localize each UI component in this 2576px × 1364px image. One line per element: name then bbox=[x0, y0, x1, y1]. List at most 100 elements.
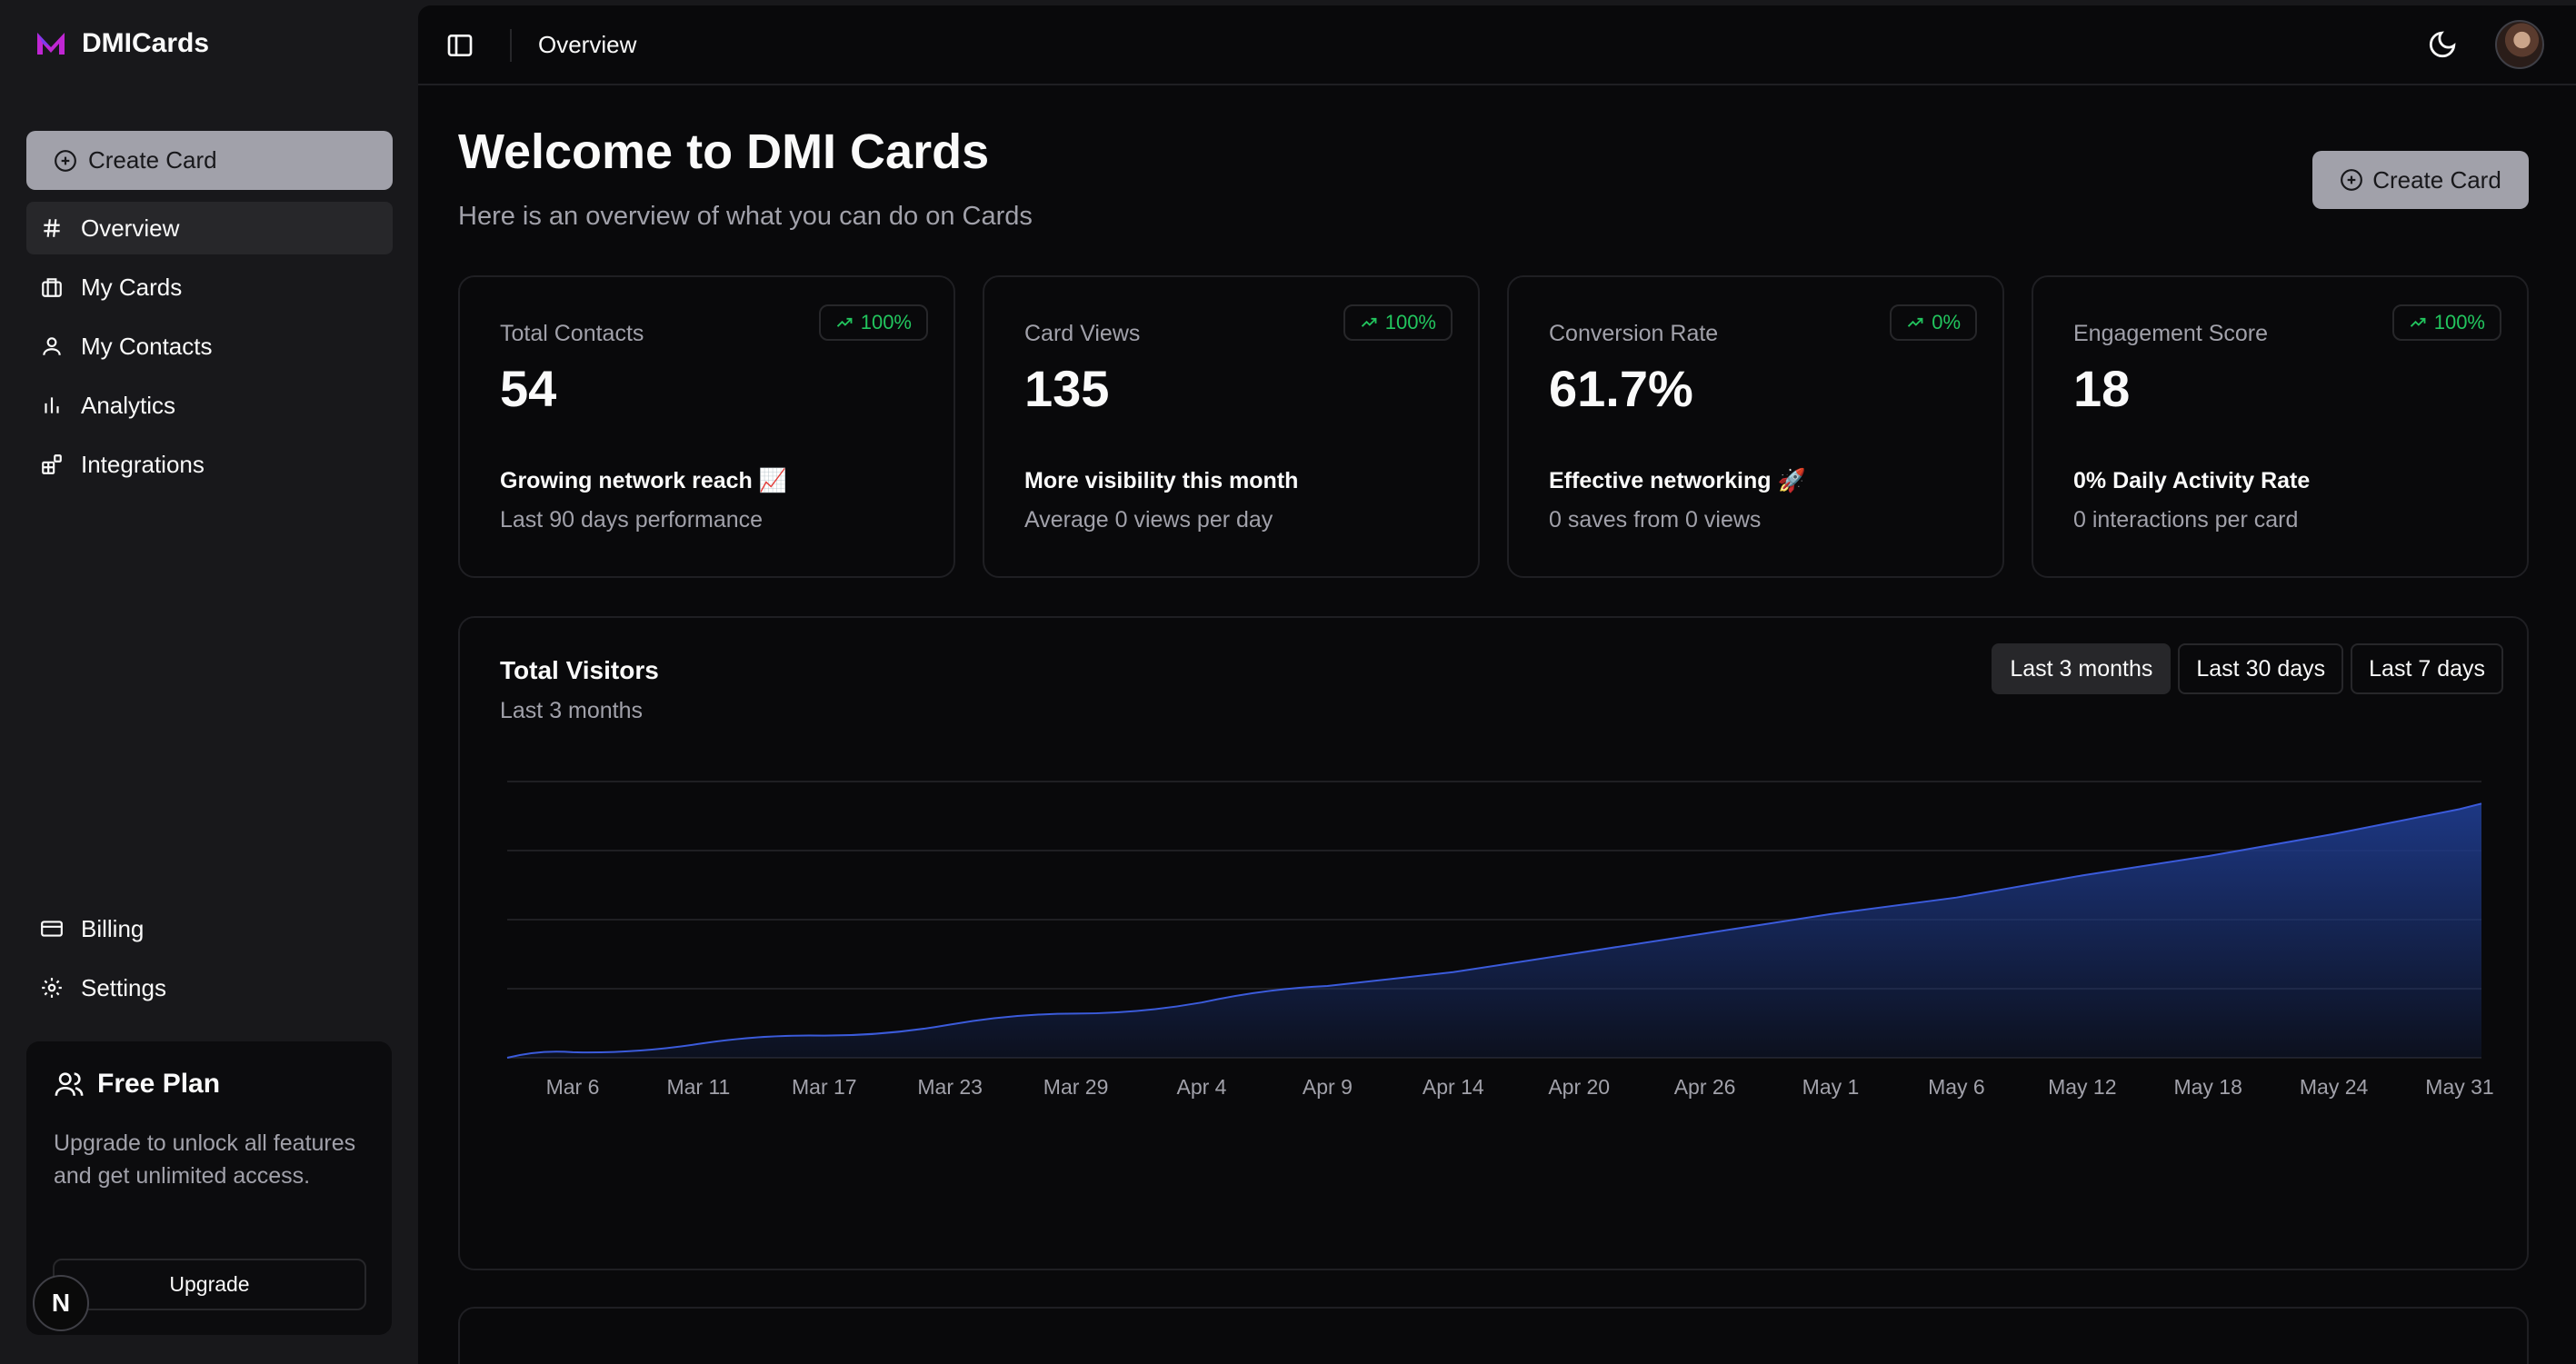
range-last-30-days[interactable]: Last 30 days bbox=[2178, 643, 2344, 694]
x-tick-label: May 12 bbox=[2048, 1075, 2116, 1099]
sidebar-toggle-icon[interactable] bbox=[445, 31, 474, 60]
nextjs-badge[interactable]: N bbox=[33, 1275, 89, 1331]
breadcrumb: Overview bbox=[538, 31, 637, 58]
stat-value: 54 bbox=[500, 360, 557, 417]
plan-card: Free Plan Upgrade to unlock all features… bbox=[26, 1041, 392, 1335]
plus-circle-icon bbox=[55, 149, 76, 172]
x-tick-label: Mar 17 bbox=[792, 1075, 857, 1099]
x-tick-label: Apr 4 bbox=[1177, 1075, 1227, 1099]
x-tick-label: Apr 20 bbox=[1548, 1075, 1610, 1099]
sidebar-item-label: Billing bbox=[81, 914, 145, 942]
trend-value: 0% bbox=[1932, 311, 1961, 334]
sidebar-item-label: Settings bbox=[81, 973, 166, 1001]
moon-icon[interactable] bbox=[2427, 29, 2458, 60]
sidebar-item-analytics[interactable]: Analytics bbox=[26, 379, 393, 432]
trend-badge: 100% bbox=[1343, 304, 1453, 341]
chart-title: Total Visitors bbox=[500, 656, 659, 684]
sidebar-item-label: My Contacts bbox=[81, 332, 213, 360]
sidebar-item-integrations[interactable]: Integrations bbox=[26, 438, 393, 491]
range-selector: Last 3 months Last 30 days Last 7 days bbox=[1992, 643, 2503, 694]
next-section-card bbox=[458, 1307, 2529, 1364]
stats-cards: Total Contacts 100% 54 Growing network r… bbox=[458, 275, 2529, 578]
sidebar-item-label: Overview bbox=[81, 214, 180, 242]
range-last-3-months[interactable]: Last 3 months bbox=[1992, 643, 2172, 694]
stat-label: Conversion Rate bbox=[1549, 321, 1719, 346]
x-tick-label: Mar 11 bbox=[666, 1075, 730, 1099]
trending-up-icon bbox=[836, 317, 853, 327]
stat-headline: Effective networking 🚀 bbox=[1549, 468, 1806, 493]
plan-header: Free Plan bbox=[54, 1069, 364, 1100]
users-icon bbox=[55, 1072, 84, 1096]
hash-icon bbox=[39, 215, 65, 241]
main-content: Overview Welcome to DMI Cards Here is an… bbox=[418, 5, 2576, 1364]
sidebar-item-label: My Cards bbox=[81, 273, 183, 301]
stat-label: Total Contacts bbox=[500, 321, 644, 346]
chart-line bbox=[506, 802, 2482, 1059]
credit-card-icon bbox=[39, 916, 65, 941]
stat-card-card-views: Card Views 100% 135 More visibility this… bbox=[983, 275, 1480, 578]
x-tick-label: Apr 9 bbox=[1303, 1075, 1353, 1099]
sidebar-item-overview[interactable]: Overview bbox=[26, 202, 393, 254]
stat-headline: More visibility this month bbox=[1024, 468, 1299, 493]
stat-card-conversion-rate: Conversion Rate 0% 61.7% Effective netwo… bbox=[1507, 275, 2004, 578]
x-tick-label: Mar 29 bbox=[1043, 1075, 1109, 1099]
trending-up-icon bbox=[2410, 317, 2426, 327]
stat-caption: Last 90 days performance bbox=[500, 507, 764, 533]
stat-label: Engagement Score bbox=[2073, 321, 2269, 346]
sidebar-secondary-nav: Billing Settings bbox=[26, 902, 393, 1021]
chart-subtitle: Last 3 months bbox=[500, 698, 644, 723]
create-card-button-main[interactable]: Create Card bbox=[2312, 151, 2529, 209]
logo-icon bbox=[37, 33, 65, 55]
trend-value: 100% bbox=[1384, 311, 1436, 334]
visitors-chart: Mar 6 Mar 11 Mar 17 Mar 23 Mar 29 Apr 4 Apr 9 A… bbox=[506, 781, 2494, 1099]
sidebar: DMICards Create Card Overview My Cards M… bbox=[0, 0, 418, 1364]
visitors-chart-card: Mar 6 Mar 11 Mar 17 Mar 23 Mar 29 Apr 4 Apr 9 A… bbox=[458, 616, 2529, 1270]
x-tick-label: May 1 bbox=[1802, 1075, 1860, 1099]
trending-up-icon bbox=[1361, 317, 1377, 327]
page-title: Welcome to DMI Cards bbox=[458, 124, 990, 179]
trend-badge: 100% bbox=[2391, 304, 2501, 341]
brand-name: DMICards bbox=[82, 28, 210, 58]
plan-title: Free Plan bbox=[97, 1069, 221, 1099]
trend-badge: 0% bbox=[1890, 304, 1977, 341]
trend-badge: 100% bbox=[818, 304, 928, 341]
sidebar-item-settings[interactable]: Settings bbox=[26, 961, 393, 1014]
stat-headline: Growing network reach 📈 bbox=[500, 468, 787, 493]
stat-caption: 0 interactions per card bbox=[2073, 507, 2299, 533]
user-icon bbox=[39, 334, 65, 359]
stat-caption: Average 0 views per day bbox=[1024, 507, 1273, 533]
avatar[interactable] bbox=[2495, 20, 2544, 69]
plan-description: Upgrade to unlock all features and get u… bbox=[54, 1130, 356, 1189]
bar-chart-icon bbox=[39, 393, 65, 418]
cards-icon bbox=[39, 274, 65, 300]
x-tick-label: May 24 bbox=[2300, 1075, 2369, 1099]
stat-value: 61.7% bbox=[1549, 360, 1693, 417]
sidebar-item-billing[interactable]: Billing bbox=[26, 902, 393, 955]
x-tick-label: May 6 bbox=[1928, 1075, 1985, 1099]
blocks-icon bbox=[39, 452, 65, 477]
stat-headline: 0% Daily Activity Rate bbox=[2073, 468, 2311, 493]
trend-value: 100% bbox=[860, 311, 912, 334]
stat-value: 18 bbox=[2073, 360, 2131, 417]
create-card-button[interactable]: Create Card bbox=[26, 131, 393, 190]
x-tick-label: Mar 23 bbox=[917, 1075, 983, 1099]
x-tick-label: Apr 14 bbox=[1423, 1075, 1484, 1099]
trending-up-icon bbox=[1908, 317, 1923, 327]
page-subtitle: Here is an overview of what you can do o… bbox=[458, 202, 1033, 231]
stat-value: 135 bbox=[1024, 360, 1110, 417]
stat-card-engagement-score: Engagement Score 100% 18 0% Daily Activi… bbox=[2032, 275, 2529, 578]
create-card-label: Create Card bbox=[88, 146, 217, 174]
chart-area bbox=[507, 803, 2481, 1058]
x-tick-label: Mar 6 bbox=[546, 1075, 600, 1099]
sidebar-item-my-contacts[interactable]: My Contacts bbox=[26, 320, 393, 373]
stat-caption: 0 saves from 0 views bbox=[1549, 507, 1762, 533]
stat-card-total-contacts: Total Contacts 100% 54 Growing network r… bbox=[458, 275, 955, 578]
topbar-divider bbox=[510, 29, 512, 62]
upgrade-button[interactable]: Upgrade bbox=[53, 1259, 366, 1310]
range-last-7-days[interactable]: Last 7 days bbox=[2351, 643, 2503, 694]
create-card-label: Create Card bbox=[2372, 165, 2501, 194]
sidebar-item-my-cards[interactable]: My Cards bbox=[26, 261, 393, 314]
brand[interactable]: DMICards bbox=[35, 27, 209, 60]
x-tick-label: May 31 bbox=[2425, 1075, 2493, 1099]
